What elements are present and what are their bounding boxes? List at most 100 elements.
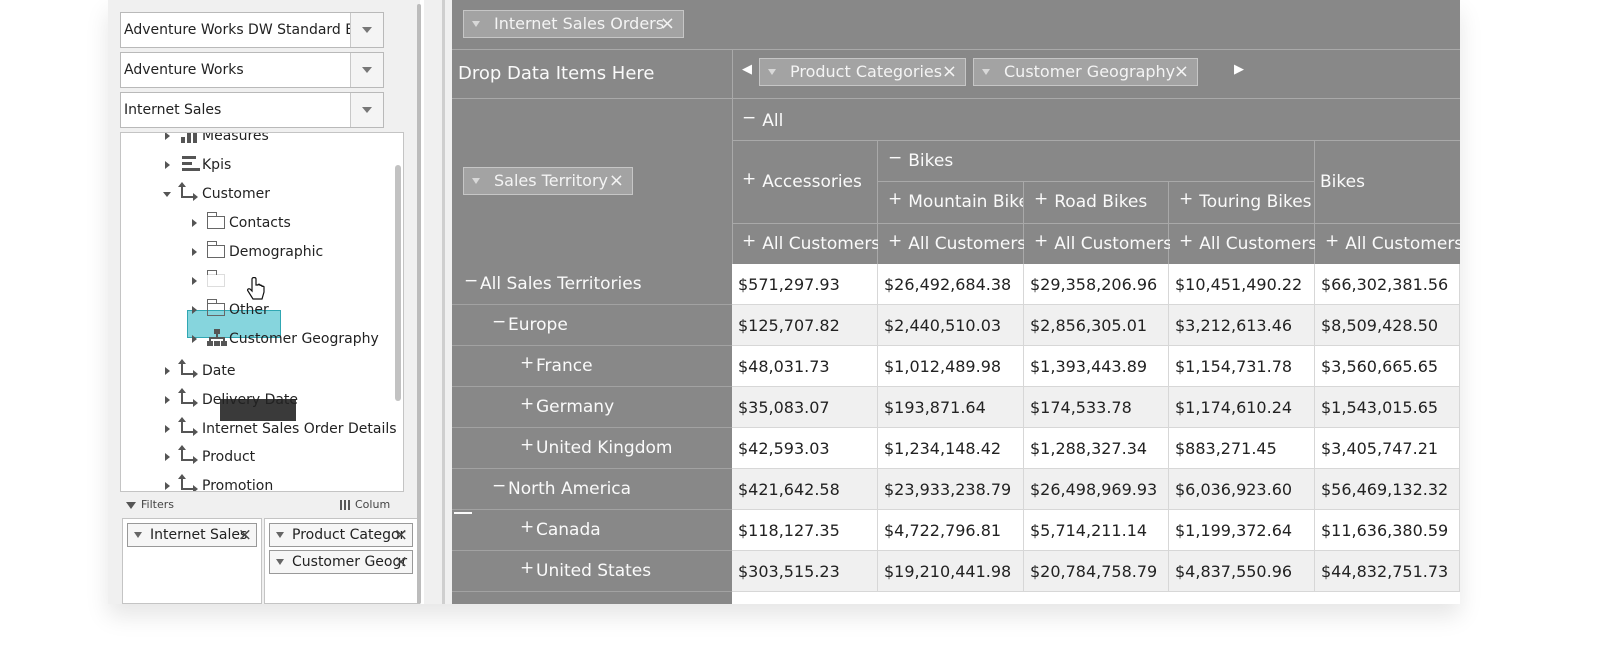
expand-icon[interactable]: + [1179,231,1194,251]
row-header[interactable]: + Germany [452,387,732,428]
col-header-mountain-bikes[interactable]: + Mountain Bike [888,182,1024,223]
tree-item-location[interactable]: Location [121,267,391,295]
table-cell[interactable]: $44,832,751.73 [1315,551,1460,591]
splitter[interactable] [424,0,452,604]
table-cell[interactable]: $1,393,443.89 [1024,346,1169,386]
expand-arrow-icon[interactable] [165,367,170,375]
close-icon[interactable]: × [393,552,408,572]
col-header-all-customers[interactable]: + All Customers [742,224,878,264]
expand-icon[interactable]: + [520,394,535,414]
table-cell[interactable]: $193,871.64 [878,387,1024,427]
tree-item-contacts[interactable]: Contacts [121,209,391,237]
column-chip-customer-geography[interactable]: Customer Geogr × [269,550,413,574]
expand-arrow-icon[interactable] [192,219,197,227]
table-cell[interactable]: $56,469,132.32 [1315,469,1460,509]
expand-arrow-icon[interactable] [192,306,197,314]
scroll-right-icon[interactable]: ▶ [1234,62,1244,77]
chevron-down-icon[interactable] [350,13,383,47]
table-cell[interactable]: $4,722,796.81 [878,510,1024,550]
expand-arrow-icon[interactable] [165,482,170,490]
row-header[interactable]: − Europe [452,305,732,346]
table-cell[interactable]: $571,297.93 [732,264,878,304]
table-cell[interactable]: $118,127.35 [732,510,878,550]
col-header-all[interactable]: − All [742,102,1042,140]
chevron-down-icon[interactable] [350,93,383,127]
table-cell[interactable]: $3,405,747.21 [1315,428,1460,468]
close-icon[interactable]: × [608,170,624,191]
table-cell[interactable]: $5,714,211.14 [1024,510,1169,550]
close-icon[interactable]: × [237,525,252,545]
expand-icon[interactable]: + [1325,231,1340,251]
data-drop-area[interactable]: Drop Data Items Here [458,63,655,84]
expand-icon[interactable]: + [742,231,757,251]
table-cell[interactable]: $3,560,665.65 [1315,346,1460,386]
table-cell[interactable]: $2,440,510.03 [878,305,1024,345]
expand-icon[interactable]: + [520,435,535,455]
tree-item-product[interactable]: Product [121,443,391,471]
col-header-all-customers[interactable]: + All Customers [1325,224,1460,264]
tree-item-demographic[interactable]: Demographic [121,238,391,266]
col-header-accessories[interactable]: + Accessories [742,141,882,223]
table-cell[interactable]: $1,288,327.34 [1024,428,1169,468]
tree-item-delivery-date[interactable]: Delivery Date [121,386,391,414]
expand-arrow-icon[interactable] [165,453,170,461]
expand-arrow-icon[interactable] [165,133,170,140]
filter-chip-internet-sales-orders[interactable]: Internet Sales Orders × [463,10,684,38]
table-cell[interactable]: $10,451,490.22 [1169,264,1315,304]
col-header-bikes-total[interactable]: Bikes [1320,172,1365,192]
row-header[interactable]: + United Kingdom [452,428,732,469]
cube-combo[interactable]: Internet Sales [120,92,384,128]
expand-icon[interactable]: + [742,169,757,189]
close-icon[interactable]: × [659,13,675,34]
tree-item-internet-sales-order-details[interactable]: Internet Sales Order Details [121,415,397,443]
table-cell[interactable]: $26,492,684.38 [878,264,1024,304]
filter-chip-internet-sales[interactable]: Internet Sales × [127,523,257,547]
col-header-all-customers[interactable]: + All Customers [888,224,1024,264]
expand-icon[interactable]: + [520,558,535,578]
col-header-touring-bikes[interactable]: + Touring Bikes [1179,182,1315,223]
row-header[interactable]: + United States [452,551,732,592]
table-cell[interactable]: $1,154,731.78 [1169,346,1315,386]
col-header-all-customers[interactable]: + All Customers [1179,224,1315,264]
table-cell[interactable]: $20,784,758.79 [1024,551,1169,591]
server-combo[interactable]: Adventure Works DW Standard Edition [120,12,384,48]
collapse-icon[interactable]: − [742,108,757,128]
tree-item-date[interactable]: Date [121,357,391,385]
expand-arrow-icon[interactable] [192,335,197,343]
expand-arrow-icon[interactable] [165,396,170,404]
table-cell[interactable]: $1,234,148.42 [878,428,1024,468]
tree-item-customer-geography[interactable]: Customer Geography [121,325,391,353]
table-cell[interactable]: $6,036,923.60 [1169,469,1315,509]
expand-icon[interactable]: + [1179,189,1194,209]
table-cell[interactable]: $2,856,305.01 [1024,305,1169,345]
row-header[interactable]: + France [452,346,732,387]
columns-drop-list[interactable]: Product Categor × Customer Geogr × [264,518,418,604]
table-cell[interactable]: $29,358,206.96 [1024,264,1169,304]
table-cell[interactable]: $48,031.73 [732,346,878,386]
expand-icon[interactable]: + [520,517,535,537]
table-cell[interactable]: $1,199,372.64 [1169,510,1315,550]
tree-item-customer[interactable]: Customer [121,180,391,208]
table-cell[interactable]: $4,837,550.96 [1169,551,1315,591]
table-cell[interactable]: $35,083.07 [732,387,878,427]
close-icon[interactable]: × [393,525,408,545]
table-cell[interactable]: $1,012,489.98 [878,346,1024,386]
table-cell[interactable]: $303,515.23 [732,551,878,591]
row-header[interactable]: − All Sales Territories [452,264,732,305]
table-cell[interactable]: $26,498,969.93 [1024,469,1169,509]
table-cell[interactable]: $1,174,610.24 [1169,387,1315,427]
table-cell[interactable]: $11,636,380.59 [1315,510,1460,550]
column-chip-product-categories[interactable]: Product Categor × [269,523,413,547]
scroll-left-icon[interactable]: ◀ [742,62,752,77]
expand-icon[interactable]: + [520,353,535,373]
column-chip-product-categories[interactable]: Product Categories × [759,58,966,86]
table-cell[interactable]: $42,593.03 [732,428,878,468]
column-chip-customer-geography[interactable]: Customer Geography × [973,58,1198,86]
tree-item-measures[interactable]: Measures [121,133,391,150]
expand-arrow-icon[interactable] [165,425,170,433]
expand-icon[interactable]: + [1034,189,1049,209]
table-cell[interactable]: $1,543,015.65 [1315,387,1460,427]
close-icon[interactable]: × [1173,61,1189,82]
database-combo[interactable]: Adventure Works [120,52,384,88]
table-cell[interactable]: $23,933,238.79 [878,469,1024,509]
